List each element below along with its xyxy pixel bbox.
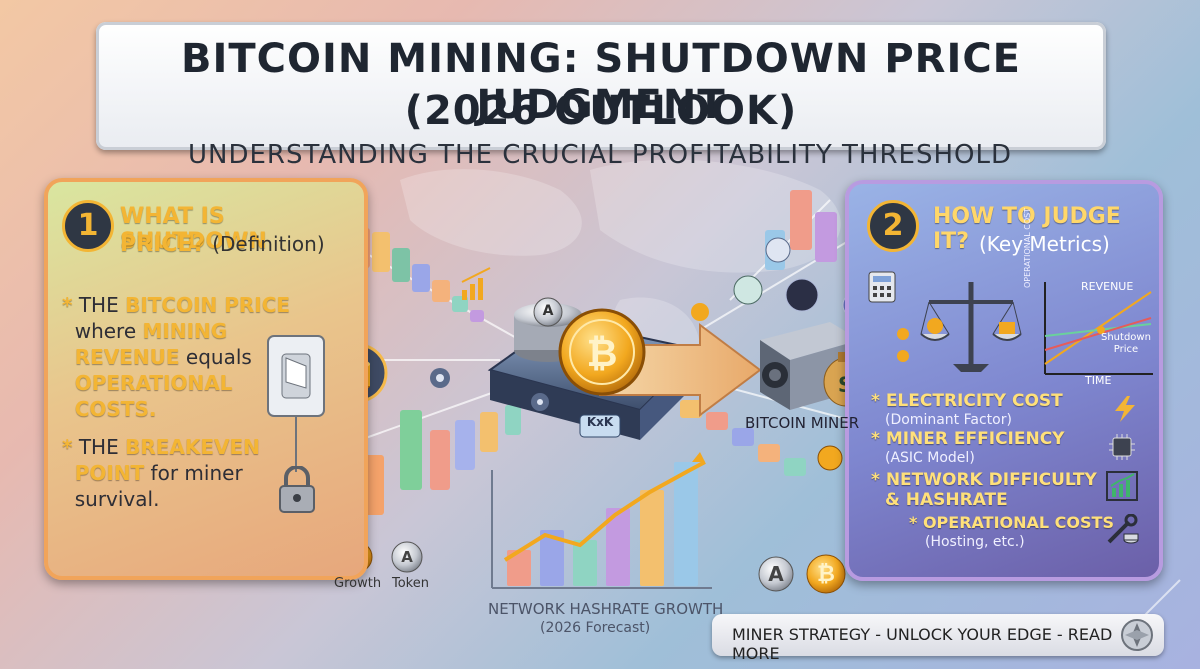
token-coin-icon <box>533 297 563 327</box>
gear-icon <box>430 368 450 388</box>
crypto-icon-6 <box>817 445 843 471</box>
metric-opcosts-title: OPERATIONAL COSTS <box>922 513 1114 532</box>
title-banner: BITCOIN MINING: SHUTDOWN PRICE JUDGMENT … <box>96 22 1106 150</box>
b1-p7: OPERATIONAL <box>74 371 233 395</box>
b1-p1: THE <box>78 293 126 317</box>
wrench-icon <box>1107 514 1139 544</box>
balance-scale-icon <box>868 271 1022 372</box>
growth-chart-icon <box>1106 471 1138 501</box>
svg-text:₿: ₿ <box>587 331 618 375</box>
b2-p4: for miner <box>144 461 243 485</box>
metric-electricity-title: ELECTRICITY COST <box>885 391 1063 411</box>
metrics-subheading: (Key Metrics) <box>979 232 1110 256</box>
metrics-heading: HOW TO JUDGE IT? <box>933 204 1121 254</box>
crypto-icon-1 <box>765 237 791 263</box>
hashrate-label: NETWORK HASHRATE GROWTH <box>488 600 724 618</box>
crypto-icon-5 <box>691 303 709 321</box>
b2-p3: POINT <box>74 461 145 485</box>
title-line-2: (2026 OUTLOOK) <box>404 88 798 134</box>
metric-efficiency: * MINER EFFICIENCY (ASIC Model) <box>871 429 1065 466</box>
read-more-button[interactable]: MINER STRATEGY - UNLOCK YOUR EDGE - READ… <box>712 614 1164 663</box>
b2-p5: survival. <box>74 487 160 511</box>
coin-pair-icon <box>758 554 846 594</box>
definition-panel: 1 WHAT IS SHUTDOWN PRICE? (Definition) *… <box>44 178 368 580</box>
b2-p1: THE <box>78 435 126 459</box>
definition-heading-price: PRICE? <box>120 232 206 257</box>
bitcoin-miner-icon: $ <box>760 322 869 410</box>
chart-shutdown-label-2: Price <box>1113 344 1139 355</box>
metric-difficulty-title: NETWORK DIFFICULTY <box>885 470 1097 490</box>
legend-growth-label: Growth <box>334 576 382 591</box>
token-coin-letter: A <box>542 303 554 319</box>
legend-token-coin-icon <box>391 541 423 573</box>
compass-logo-icon <box>1121 619 1153 651</box>
metrics-panel: 2 HOW TO JUDGE IT? (Key Metrics) <box>845 180 1163 581</box>
power-switch-icon <box>267 335 325 472</box>
metric-opcosts: * OPERATIONAL COSTS (Hosting, etc.) <box>909 513 1114 551</box>
b1-p5: REVENUE <box>74 345 180 369</box>
legend-token-label: Token <box>392 576 429 591</box>
hashrate-sublabel: (2026 Forecast) <box>540 620 651 636</box>
miner-label: BITCOIN MINER <box>745 414 860 432</box>
growth-mini-chart-icon <box>461 267 491 300</box>
lock-icon <box>279 466 315 513</box>
metric-electricity: * ELECTRICITY COST (Dominant Factor) <box>871 391 1063 428</box>
chart-revenue-label: REVENUE <box>1081 280 1134 293</box>
gear-icon-2 <box>531 393 549 411</box>
coin-pair-letter-a: A <box>768 562 784 586</box>
title-line-1: BITCOIN MINING: SHUTDOWN PRICE JUDGMENT <box>180 36 1022 128</box>
b1-p6: equals <box>179 345 252 369</box>
shutdown-price-chart <box>1044 282 1153 375</box>
platform-label: KxK <box>586 415 614 429</box>
legend-token-letter: A <box>401 548 413 566</box>
chart-xlabel: TIME <box>1085 374 1112 387</box>
definition-heading: WHAT IS SHUTDOWN <box>120 204 267 254</box>
lightning-icon <box>1115 396 1135 422</box>
b2-p2: BREAKEVEN <box>125 435 260 459</box>
metric-efficiency-title: MINER EFFICIENCY <box>885 429 1065 449</box>
b1-p3: where <box>74 319 143 343</box>
chart-ylabel: OPERATIONAL COST <box>1023 207 1032 288</box>
b1-p2: BITCOIN PRICE <box>125 293 291 317</box>
chart-shutdown-label-1: Shutdown <box>1101 332 1151 343</box>
bitcoin-coin-icon: ₿ <box>558 308 646 396</box>
metric-difficulty: * NETWORK DIFFICULTY & HASHRATE <box>871 470 1097 510</box>
lower-bar-stream <box>360 405 521 515</box>
hashrate-chart <box>491 452 712 589</box>
b1-p4: MINING <box>142 319 228 343</box>
chart-shutdown-label: Shutdown Price <box>1101 332 1151 356</box>
crypto-icon-2 <box>733 275 763 305</box>
chip-icon <box>1109 434 1135 460</box>
metric-opcosts-sub: (Hosting, etc.) <box>925 534 1025 550</box>
metric-electricity-sub: (Dominant Factor) <box>885 412 1012 428</box>
definition-bullet-2: * THE BREAKEVEN POINT for miner survival… <box>62 435 260 511</box>
crypto-icon-3 <box>785 278 819 312</box>
metric-efficiency-sub: (ASIC Model) <box>885 450 975 466</box>
panel-number-badge-2: 2 <box>867 200 919 252</box>
coin-pair-letter-b: ₿ <box>817 562 835 587</box>
subtitle: UNDERSTANDING THE CRUCIAL PROFITABILITY … <box>188 140 1012 170</box>
metric-difficulty-title-2: & HASHRATE <box>885 490 1008 510</box>
read-more-label: MINER STRATEGY - UNLOCK YOUR EDGE - READ… <box>732 625 1113 663</box>
b1-p8: COSTS. <box>74 397 157 421</box>
panel-number-badge: 1 <box>62 200 114 252</box>
definition-bullet-1: * THE BITCOIN PRICE where MINING REVENUE… <box>62 293 291 421</box>
definition-heading-suffix: (Definition) <box>212 232 325 256</box>
definition-heading-line2: PRICE? (Definition) <box>120 232 325 257</box>
